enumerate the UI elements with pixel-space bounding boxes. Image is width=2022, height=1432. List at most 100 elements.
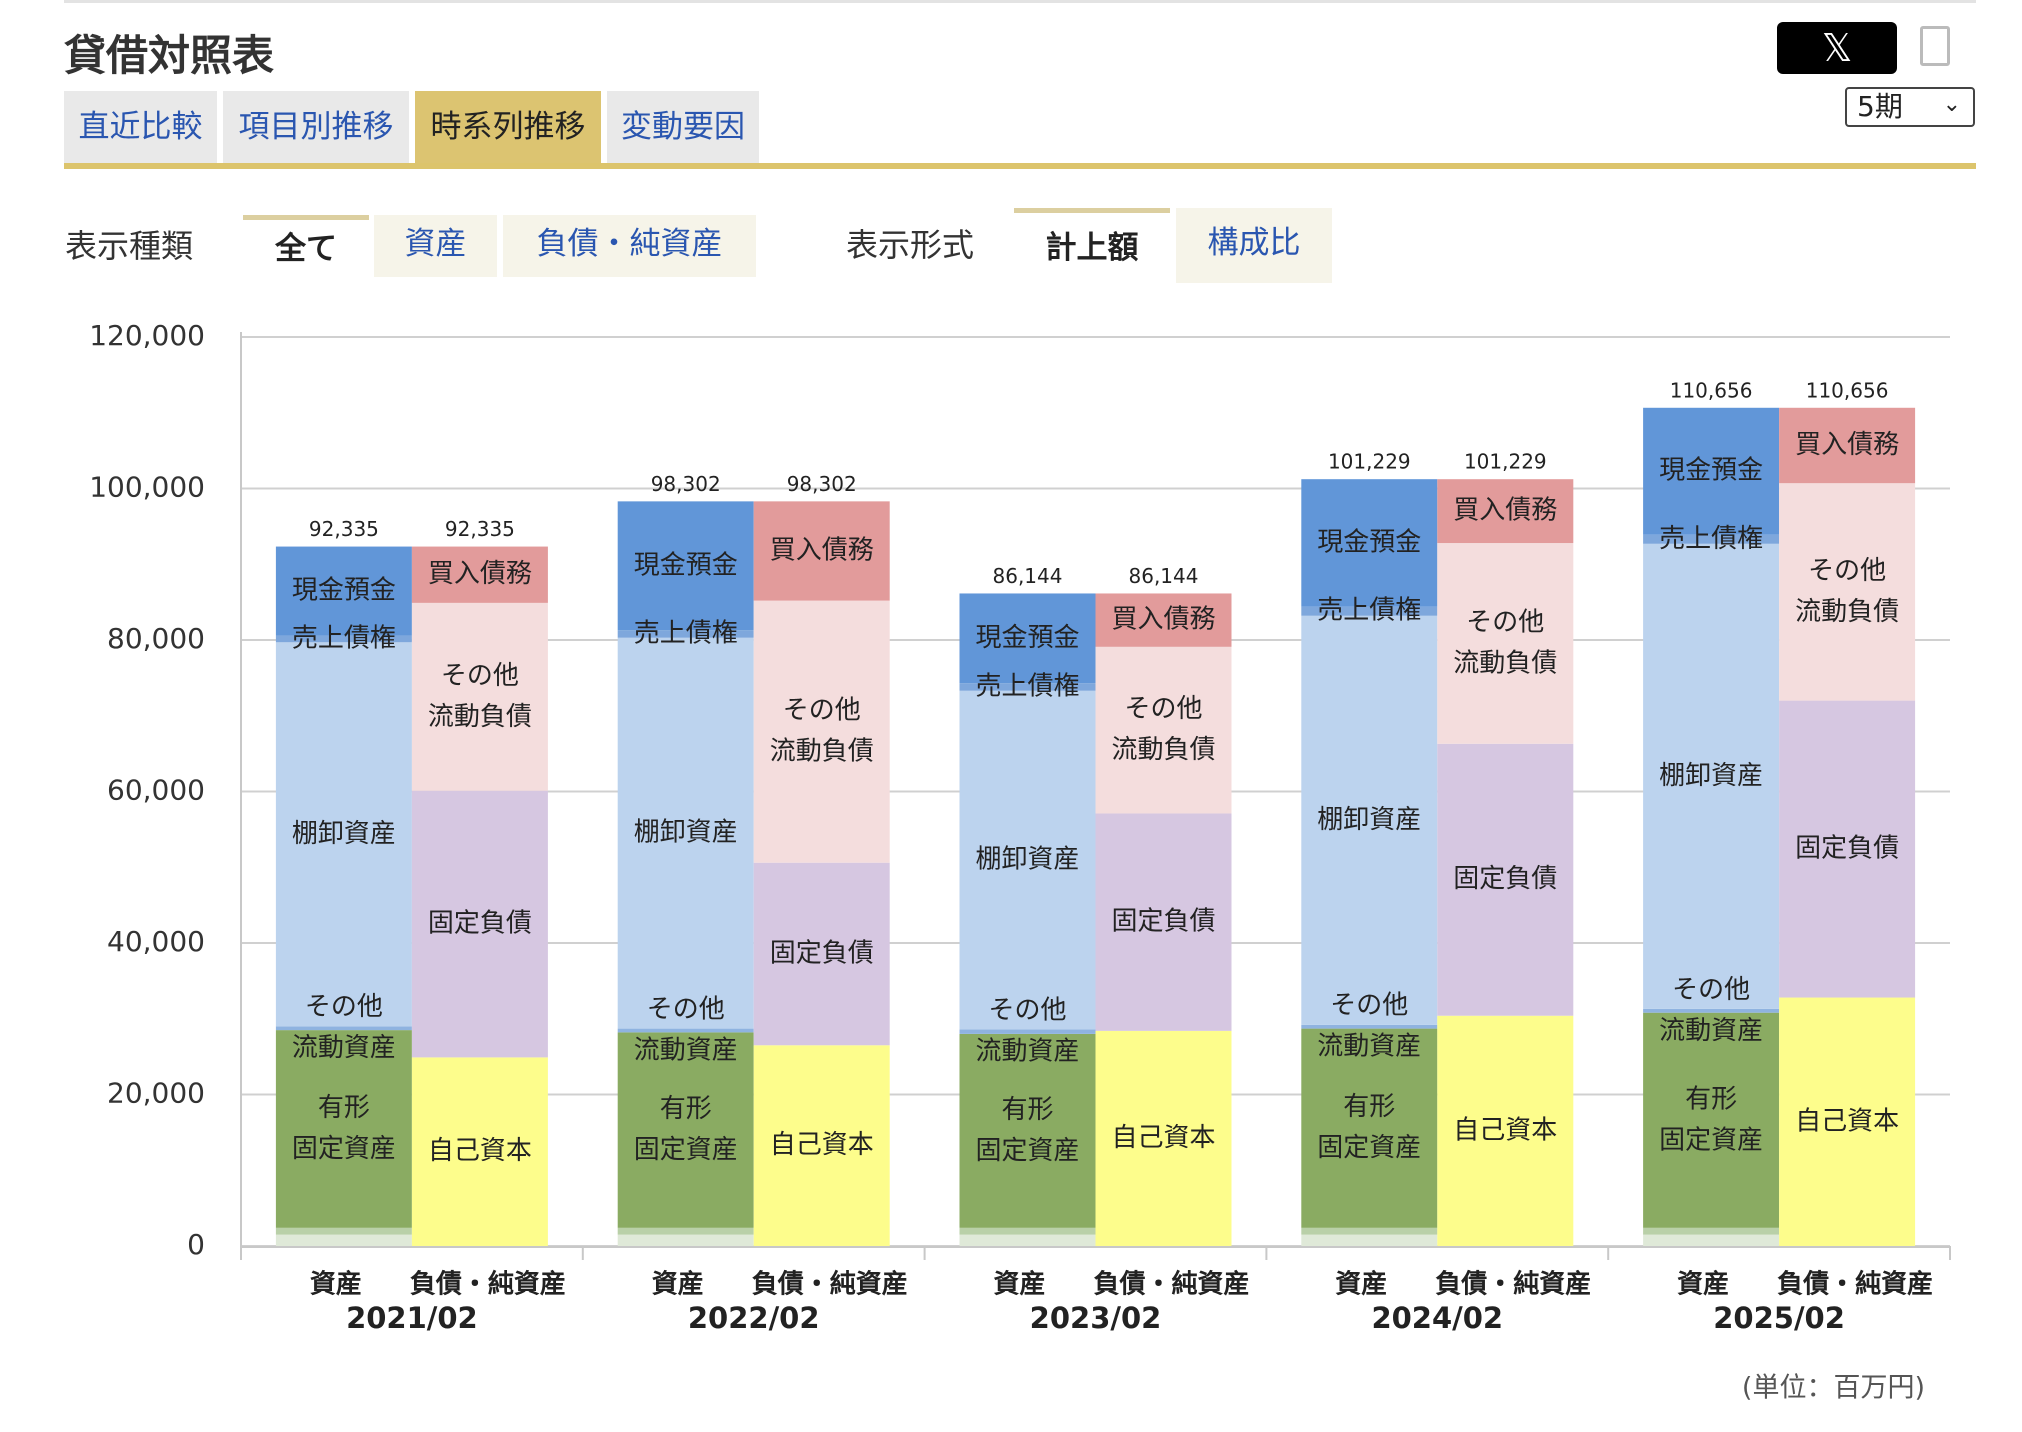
group-label: 負債・純資産 [410, 1269, 566, 1300]
total-label: 98,302 [787, 472, 857, 496]
bar-segment [1779, 483, 1916, 701]
bar-segment [1643, 1234, 1780, 1246]
bar-segment [753, 862, 890, 1046]
group-label: 資産 [1677, 1269, 1729, 1300]
segment-label: 自己資本 [1453, 1115, 1557, 1145]
segment-label: 流動負債 [1111, 735, 1215, 765]
segment-label: 現金預金 [1659, 456, 1763, 486]
copy-icon[interactable] [1920, 26, 1950, 66]
bar-segment [1643, 407, 1780, 535]
segment-label: その他 [988, 996, 1066, 1026]
bar-segment [1437, 1015, 1574, 1246]
tab[interactable]: 変動要因 [607, 91, 759, 163]
segment-label: 流動資産 [1659, 1016, 1763, 1046]
segment-label: 棚卸資産 [292, 819, 396, 849]
bar-segment [1779, 407, 1916, 484]
option-button[interactable]: 計上額 [1014, 208, 1170, 283]
tab-rule [64, 163, 1976, 169]
segment-label: 流動資産 [975, 1037, 1079, 1067]
total-label: 110,656 [1670, 378, 1753, 402]
option-button[interactable]: 負債・純資産 [503, 215, 756, 277]
segment-label: その他 [305, 992, 383, 1022]
period-select[interactable]: 5期 ⌄ [1845, 87, 1975, 127]
segment-label: その他 [441, 661, 519, 691]
segment-label: その他 [1808, 556, 1886, 586]
segment-label: その他 [1330, 991, 1408, 1021]
x-category-label: 2022/02 [688, 1301, 820, 1335]
bar-segment [1779, 997, 1916, 1246]
segment-label: その他 [647, 994, 725, 1024]
bar-segment [275, 1026, 412, 1031]
segment-label: 有形 [1001, 1095, 1053, 1125]
bar-segment [959, 1234, 1096, 1246]
y-tick-label: 40,000 [107, 925, 205, 958]
bar-segment [617, 501, 754, 631]
segment-label: 買入債務 [1795, 430, 1899, 460]
segment-label: 固定資産 [1317, 1133, 1421, 1163]
bar-segment [617, 637, 754, 1029]
bar-segment [275, 642, 412, 1027]
bar-segment [959, 1029, 1096, 1034]
bar-segment [1643, 1012, 1780, 1228]
x-category-label: 2021/02 [346, 1301, 478, 1335]
bar-segment [1437, 743, 1574, 1016]
segment-label: 自己資本 [1111, 1123, 1215, 1153]
option-button[interactable]: 構成比 [1176, 208, 1332, 283]
bar-segment [1437, 543, 1574, 744]
segment-label: 固定負債 [1453, 864, 1557, 894]
bar-segment [617, 1227, 754, 1235]
bar-segment [1643, 543, 1780, 1009]
segment-label: 流動負債 [1453, 648, 1557, 678]
bar-segment [275, 1030, 412, 1228]
segment-label: 流動資産 [292, 1033, 396, 1063]
tab[interactable]: 直近比較 [64, 91, 217, 163]
bar-segment [753, 1045, 890, 1246]
segment-label: 自己資本 [1795, 1106, 1899, 1136]
group-label: 資産 [310, 1269, 362, 1300]
segment-label: 固定負債 [1795, 834, 1899, 864]
bar-segment [1301, 615, 1438, 1025]
bar-segment [1095, 1030, 1232, 1246]
option-button[interactable]: 資産 [374, 215, 497, 277]
bar-segment [275, 1234, 412, 1246]
total-label: 110,656 [1806, 378, 1889, 402]
bar-segment [1643, 534, 1780, 544]
segment-label: その他 [1672, 975, 1750, 1005]
segment-label: 売上債権 [1659, 524, 1763, 554]
segment-label: 流動負債 [428, 702, 532, 732]
segment-label: 売上債権 [975, 671, 1079, 701]
bar-segment [617, 1234, 754, 1246]
bar-segment [959, 690, 1096, 1030]
segment-label: 買入債務 [770, 535, 874, 565]
segment-label: 固定負債 [1111, 907, 1215, 937]
y-tick-label: 80,000 [107, 622, 205, 655]
y-tick-label: 20,000 [107, 1077, 205, 1110]
bar-segment [1301, 606, 1438, 616]
tab[interactable]: 時系列推移 [415, 91, 601, 163]
segment-label: 買入債務 [1111, 605, 1215, 635]
bar-segment [1779, 700, 1916, 998]
segment-label: 固定負債 [770, 938, 874, 968]
group-label: 資産 [993, 1269, 1045, 1300]
bar-segment [1301, 1227, 1438, 1235]
bar-segment [411, 602, 548, 791]
segment-label: 現金預金 [292, 576, 396, 606]
y-tick-label: 0 [187, 1228, 205, 1261]
bar-segment [959, 683, 1096, 691]
segment-label: 棚卸資産 [975, 845, 1079, 875]
segment-label: 有形 [1685, 1084, 1737, 1114]
bar-segment [411, 790, 548, 1058]
bar-segment [411, 1057, 548, 1246]
segment-label: 棚卸資産 [1659, 761, 1763, 791]
share-x[interactable]: 𝕏 [1777, 22, 1897, 74]
chevron: ⌄ [1942, 92, 1961, 117]
segment-label: 有形 [1343, 1092, 1395, 1122]
bar-segment [1643, 1227, 1780, 1235]
bar-segment [1301, 1028, 1438, 1228]
option-button[interactable]: 全て [243, 215, 369, 277]
group-label: 負債・純資産 [1435, 1269, 1591, 1300]
tab[interactable]: 項目別推移 [223, 91, 409, 163]
segment-label: 買入債務 [428, 559, 532, 589]
group-label: 資産 [1335, 1269, 1387, 1300]
